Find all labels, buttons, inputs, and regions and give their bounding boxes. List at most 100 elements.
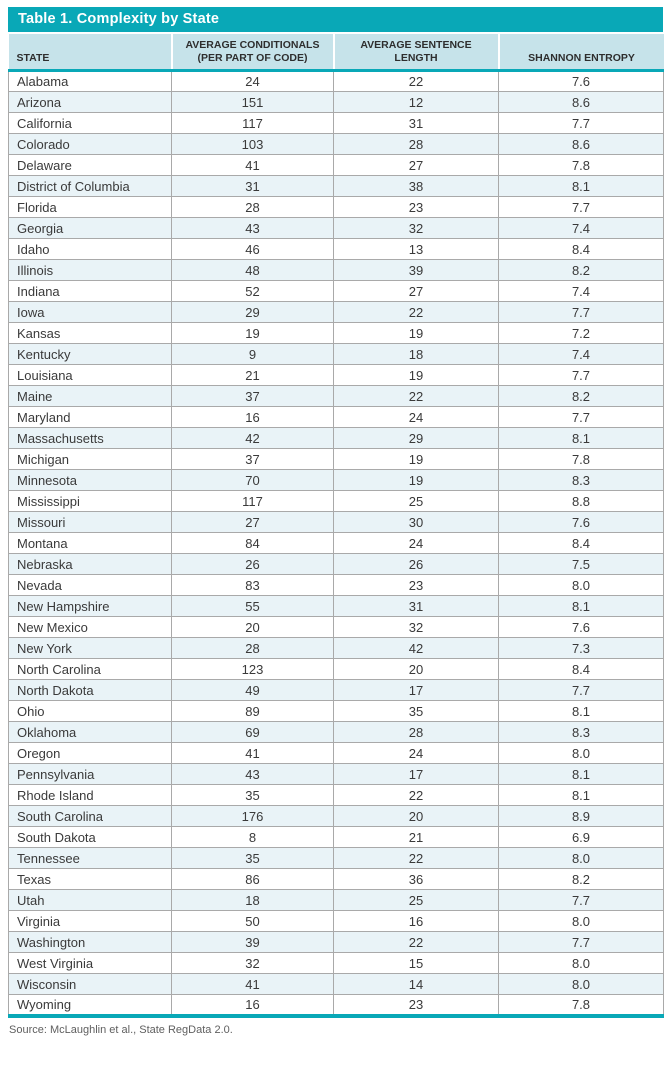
cell-shannon-entropy: 8.0 [498,910,664,933]
cell-average-sentence-length: 19 [333,448,499,471]
cell-shannon-entropy: 8.4 [498,238,664,261]
cell-state: Delaware [8,154,172,177]
cell-state: New Hampshire [8,595,172,618]
table-row: Tennessee 35 22 8.0 [8,847,664,870]
cell-shannon-entropy: 8.2 [498,868,664,891]
cell-state: South Carolina [8,805,172,828]
cell-state: District of Columbia [8,175,172,198]
cell-average-conditionals: 27 [171,511,334,534]
table-row: Michigan 37 19 7.8 [8,448,664,471]
cell-average-sentence-length: 31 [333,112,499,135]
cell-shannon-entropy: 8.0 [498,742,664,765]
cell-state: North Carolina [8,658,172,681]
table-body: Alabama 24 22 7.6 Arizona 151 12 8.6 California 1… [8,70,664,1017]
header-row: STATE AVERAGE CONDITIONALS (PER PART OF … [8,34,664,73]
column-header-shannon-entropy: SHANNON ENTROPY [497,34,664,73]
table-row: Georgia 43 32 7.4 [8,217,664,240]
cell-state: Wisconsin [8,973,172,996]
cell-state: Indiana [8,280,172,303]
cell-state: Texas [8,868,172,891]
table-row: Illinois 48 39 8.2 [8,259,664,282]
cell-average-sentence-length: 16 [333,910,499,933]
cell-state: Maryland [8,406,172,429]
cell-average-conditionals: 16 [171,994,334,1017]
table-row: Montana 84 24 8.4 [8,532,664,555]
cell-shannon-entropy: 8.3 [498,721,664,744]
table-row: Utah 18 25 7.7 [8,889,664,912]
cell-average-conditionals: 41 [171,154,334,177]
cell-shannon-entropy: 8.2 [498,259,664,282]
cell-average-sentence-length: 23 [333,574,499,597]
cell-average-conditionals: 18 [171,889,334,912]
cell-average-sentence-length: 28 [333,133,499,156]
cell-state: South Dakota [8,826,172,849]
cell-shannon-entropy: 8.9 [498,805,664,828]
cell-shannon-entropy: 8.2 [498,385,664,408]
column-header-average-conditionals: AVERAGE CONDITIONALS (PER PART OF CODE) [170,34,334,73]
cell-state: Mississippi [8,490,172,513]
cell-shannon-entropy: 7.7 [498,406,664,429]
cell-state: Nevada [8,574,172,597]
cell-shannon-entropy: 8.8 [498,490,664,513]
cell-average-sentence-length: 20 [333,658,499,681]
cell-shannon-entropy: 7.6 [498,511,664,534]
cell-state: Louisiana [8,364,172,387]
cell-average-conditionals: 50 [171,910,334,933]
cell-average-sentence-length: 14 [333,973,499,996]
cell-shannon-entropy: 8.6 [498,133,664,156]
table-row: Kentucky 9 18 7.4 [8,343,664,366]
cell-average-sentence-length: 38 [333,175,499,198]
cell-average-sentence-length: 19 [333,469,499,492]
table-row: Maine 37 22 8.2 [8,385,664,408]
table-row: Nevada 83 23 8.0 [8,574,664,597]
table-row: South Carolina 176 20 8.9 [8,805,664,828]
cell-state: Arizona [8,91,172,114]
cell-state: Nebraska [8,553,172,576]
cell-state: Oregon [8,742,172,765]
cell-average-sentence-length: 22 [333,784,499,807]
cell-state: Georgia [8,217,172,240]
cell-average-conditionals: 103 [171,133,334,156]
table-row: Nebraska 26 26 7.5 [8,553,664,576]
table-row: North Dakota 49 17 7.7 [8,679,664,702]
cell-state: Rhode Island [8,784,172,807]
cell-average-conditionals: 26 [171,553,334,576]
cell-average-sentence-length: 18 [333,343,499,366]
cell-shannon-entropy: 8.4 [498,658,664,681]
cell-shannon-entropy: 7.7 [498,889,664,912]
cell-state: California [8,112,172,135]
table-row: Washington 39 22 7.7 [8,931,664,954]
cell-shannon-entropy: 7.4 [498,343,664,366]
table-title: Table 1. Complexity by State [18,11,220,27]
cell-shannon-entropy: 8.1 [498,595,664,618]
cell-shannon-entropy: 7.8 [498,994,664,1017]
cell-state: Montana [8,532,172,555]
table-row: Rhode Island 35 22 8.1 [8,784,664,807]
table-row: Florida 28 23 7.7 [8,196,664,219]
cell-state: Tennessee [8,847,172,870]
cell-shannon-entropy: 7.8 [498,448,664,471]
cell-average-sentence-length: 21 [333,826,499,849]
cell-shannon-entropy: 8.4 [498,532,664,555]
cell-average-sentence-length: 22 [333,301,499,324]
cell-average-conditionals: 55 [171,595,334,618]
cell-average-sentence-length: 35 [333,700,499,723]
cell-state: Virginia [8,910,172,933]
cell-average-conditionals: 89 [171,700,334,723]
cell-shannon-entropy: 7.6 [498,70,664,93]
cell-average-conditionals: 151 [171,91,334,114]
cell-state: Pennsylvania [8,763,172,786]
cell-average-sentence-length: 32 [333,616,499,639]
cell-average-conditionals: 41 [171,973,334,996]
table-row: Wisconsin 41 14 8.0 [8,973,664,996]
cell-average-conditionals: 117 [171,490,334,513]
cell-average-conditionals: 176 [171,805,334,828]
table-row: Texas 86 36 8.2 [8,868,664,891]
cell-shannon-entropy: 7.2 [498,322,664,345]
table-row: Missouri 27 30 7.6 [8,511,664,534]
table-row: New Mexico 20 32 7.6 [8,616,664,639]
cell-average-conditionals: 70 [171,469,334,492]
cell-shannon-entropy: 8.1 [498,175,664,198]
cell-average-conditionals: 37 [171,448,334,471]
